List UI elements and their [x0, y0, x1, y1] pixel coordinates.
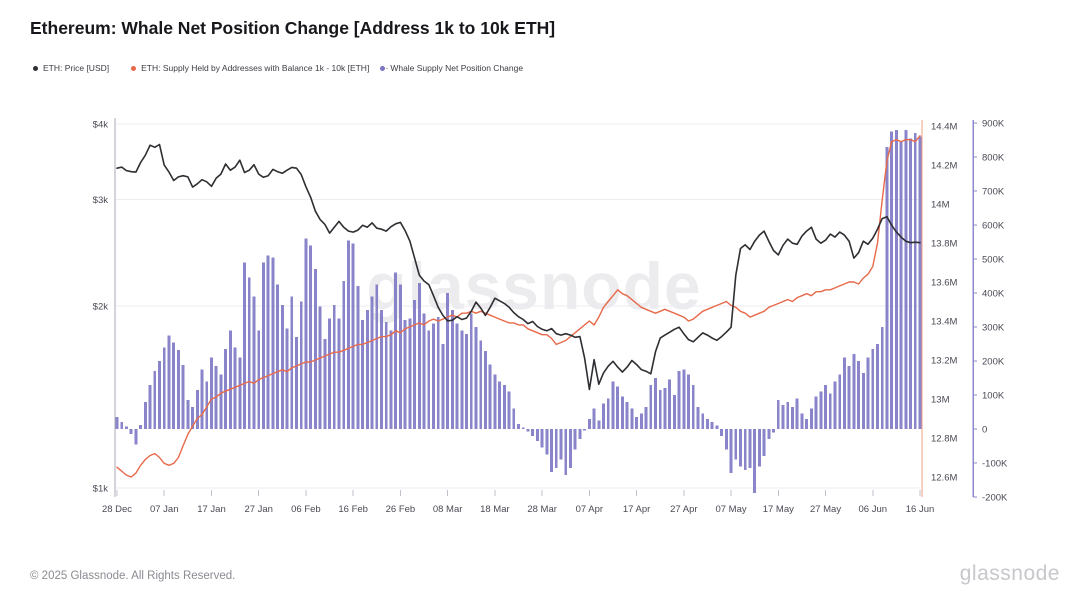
- price-axis-labels: $4k $3k $2k $1k: [93, 120, 109, 495]
- svg-text:27 Jan: 27 Jan: [244, 504, 273, 515]
- svg-text:17 May: 17 May: [763, 504, 794, 515]
- svg-text:14.4M: 14.4M: [931, 122, 957, 133]
- svg-text:-200K: -200K: [982, 493, 1008, 504]
- svg-text:27 Apr: 27 Apr: [670, 504, 697, 515]
- net-position-series-dot-icon: [380, 65, 386, 71]
- price-line: [116, 143, 921, 391]
- svg-text:900K: 900K: [982, 119, 1005, 130]
- svg-text:800K: 800K: [982, 153, 1005, 164]
- svg-text:17 Jan: 17 Jan: [197, 504, 226, 515]
- svg-text:08 Mar: 08 Mar: [433, 504, 463, 515]
- svg-text:16 Feb: 16 Feb: [338, 504, 368, 515]
- page-title: Ethereum: Whale Net Position Change [Add…: [30, 18, 556, 38]
- svg-text:18 Mar: 18 Mar: [480, 504, 510, 515]
- svg-text:600K: 600K: [982, 221, 1005, 232]
- svg-text:14M: 14M: [931, 200, 950, 211]
- axis-lines: [114, 118, 977, 498]
- svg-text:07 Jan: 07 Jan: [150, 504, 179, 515]
- svg-text:500K: 500K: [982, 255, 1005, 266]
- svg-text:300K: 300K: [982, 323, 1005, 334]
- supply-line: [116, 135, 921, 478]
- svg-text:14.2M: 14.2M: [931, 161, 957, 172]
- svg-text:200K: 200K: [982, 357, 1005, 368]
- glassnode-logo: glassnode: [959, 562, 1060, 585]
- copyright-text: © 2025 Glassnode. All Rights Reserved.: [30, 570, 236, 582]
- svg-text:400K: 400K: [982, 289, 1005, 300]
- legend-item-price[interactable]: ETH: Price [USD]: [33, 63, 109, 73]
- svg-text:06 Jun: 06 Jun: [858, 504, 887, 515]
- net-axis-labels: 900K 800K 700K 600K 500K 400K 300K 200K 100K 0 -10…: [982, 119, 1008, 504]
- svg-text:13.8M: 13.8M: [931, 239, 957, 250]
- svg-text:12.6M: 12.6M: [931, 473, 957, 484]
- svg-text:16 Jun: 16 Jun: [906, 504, 935, 515]
- svg-text:06 Feb: 06 Feb: [291, 504, 321, 515]
- supply-axis-labels: 14.4M 14.2M 14M 13.8M 13.6M 13.4M 13.2M 13M 12.8…: [931, 122, 957, 484]
- svg-text:13.4M: 13.4M: [931, 317, 957, 328]
- net-position-bars: [115, 129, 922, 493]
- legend-item-label: ETH: Price [USD]: [43, 63, 110, 73]
- svg-text:28 Dec: 28 Dec: [102, 504, 132, 515]
- glassnode-watermark: glassnode: [366, 249, 702, 323]
- supply-series-dot-icon: [131, 65, 137, 71]
- svg-text:13M: 13M: [931, 395, 950, 406]
- chart-legend: ETH: Price [USD] ETH: Supply Held by Add…: [33, 63, 523, 73]
- legend-item-supply[interactable]: ETH: Supply Held by Addresses with Balan…: [131, 63, 369, 73]
- svg-text:-100K: -100K: [982, 459, 1008, 470]
- legend-item-label: ETH: Supply Held by Addresses with Balan…: [141, 63, 370, 73]
- svg-text:700K: 700K: [982, 187, 1005, 198]
- legend-item-label: Whale Supply Net Position Change: [390, 63, 524, 73]
- svg-text:07 Apr: 07 Apr: [576, 504, 603, 515]
- price-series-dot-icon: [33, 65, 38, 71]
- svg-text:13.6M: 13.6M: [931, 278, 957, 289]
- svg-text:$1k: $1k: [93, 484, 109, 495]
- svg-text:0: 0: [982, 425, 987, 436]
- svg-text:27 May: 27 May: [810, 504, 841, 515]
- svg-text:$2k: $2k: [93, 302, 109, 313]
- svg-text:100K: 100K: [982, 391, 1005, 402]
- svg-text:$3k: $3k: [93, 195, 109, 206]
- svg-text:07 May: 07 May: [715, 504, 746, 515]
- legend-item-net-position[interactable]: Whale Supply Net Position Change: [380, 63, 523, 73]
- legend-separator: -: [385, 63, 389, 73]
- svg-text:$4k: $4k: [93, 120, 109, 131]
- svg-text:13.2M: 13.2M: [931, 356, 957, 367]
- svg-text:28 Mar: 28 Mar: [527, 504, 557, 515]
- gridlines: [115, 123, 920, 489]
- svg-text:26 Feb: 26 Feb: [386, 504, 416, 515]
- svg-text:17 Apr: 17 Apr: [623, 504, 650, 515]
- svg-text:12.8M: 12.8M: [931, 434, 957, 445]
- x-axis-labels: 28 Dec 07 Jan 17 Jan 27 Jan 06 Feb 16 Feb 26 F…: [102, 504, 934, 515]
